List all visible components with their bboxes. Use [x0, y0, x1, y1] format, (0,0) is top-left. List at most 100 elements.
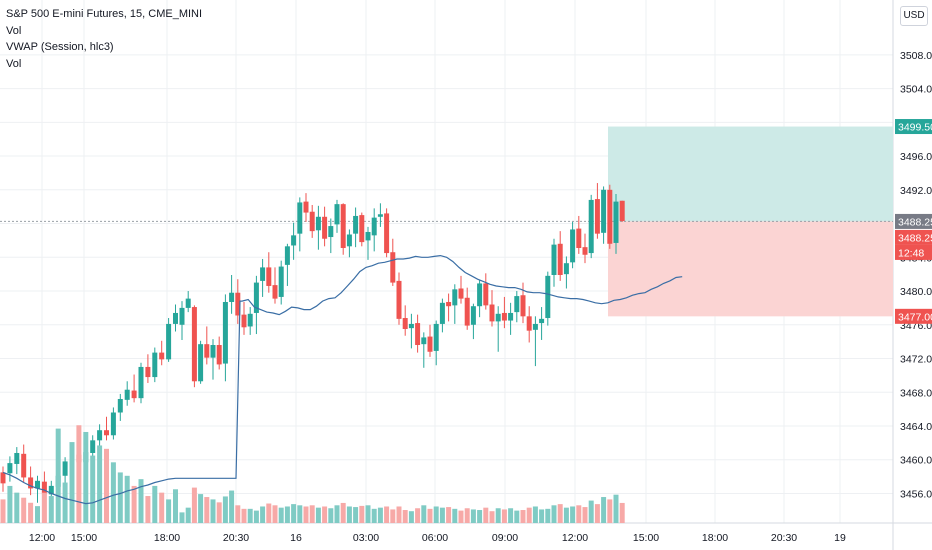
volume-bar [371, 508, 377, 523]
volume-bar [191, 487, 197, 523]
currency-button[interactable]: USD [900, 6, 928, 26]
volume-bar [483, 507, 489, 523]
candle-body [377, 214, 383, 217]
volume-bar [124, 475, 130, 523]
candle-body [185, 298, 191, 308]
candle-body [508, 312, 514, 321]
time-tick-label: 12:00 [562, 532, 588, 544]
candle-body [179, 307, 185, 325]
volume-bar [439, 507, 445, 523]
legend-vwap[interactable]: VWAP (Session, hlc3) [6, 41, 114, 53]
candle-body [483, 283, 489, 306]
volume-bar [539, 509, 545, 523]
volume-bar [291, 504, 297, 523]
volume-bar [173, 489, 178, 523]
volume-bar [216, 502, 222, 523]
volume-bar [508, 508, 514, 523]
time-tick-label: 09:00 [492, 532, 518, 544]
volume-bar [452, 508, 458, 523]
volume-bar [210, 499, 216, 523]
candle-body [145, 366, 151, 378]
volume-bar [253, 510, 259, 523]
candle-body [526, 316, 532, 331]
volume-bar [464, 508, 470, 523]
volume-bar [284, 506, 290, 523]
candle-body [601, 189, 607, 233]
volume-bar [501, 509, 507, 523]
target-zone [608, 126, 893, 222]
price-tick-label: 3504.00 [900, 84, 932, 96]
volume-bar [14, 492, 20, 523]
candle-body [152, 352, 158, 378]
volume-bar [41, 492, 47, 523]
volume-bar [145, 496, 151, 523]
volume-bar [185, 507, 191, 523]
volume-bar [260, 506, 266, 523]
candle-body [97, 430, 103, 441]
volume-bar [110, 462, 116, 523]
volume-bar [309, 505, 315, 523]
volume-bar [138, 479, 144, 523]
candle-body [365, 231, 371, 241]
volume-bar [204, 497, 210, 523]
volume-bar [433, 506, 439, 523]
volume-bar [365, 505, 371, 523]
candle-body [452, 289, 458, 306]
candle-body [62, 461, 68, 476]
candle-body [110, 412, 116, 436]
price-tag-current [895, 229, 932, 245]
volume-bar [266, 503, 272, 523]
volume-bar [601, 497, 607, 523]
candle-body [557, 243, 563, 275]
candle-body [390, 252, 396, 283]
volume-bar [328, 508, 334, 523]
price-tick-label: 3460.00 [900, 455, 932, 467]
legend-volume[interactable]: Vol [6, 24, 22, 37]
legend-symbol-title[interactable]: S&P 500 E-mini Futures, 15, CME_MINI [6, 8, 203, 20]
candle-body [415, 323, 421, 346]
legend-volume-2[interactable]: Vol [6, 57, 22, 70]
volume-bar [576, 505, 582, 523]
candle-body [297, 202, 303, 234]
volume-bar [563, 507, 569, 523]
price-tag-label-target: 3499.50 [898, 122, 932, 134]
volume-bar [278, 507, 284, 523]
volume-bar [83, 431, 89, 523]
volume-bar [152, 485, 158, 523]
candle-body [247, 313, 253, 327]
price-tick-label: 3492.00 [900, 185, 932, 197]
candle-body [48, 485, 54, 495]
price-tick-label: 3464.00 [900, 421, 932, 433]
candle-body [131, 390, 137, 399]
time-tick-label: 16 [290, 532, 302, 544]
volume-bar [514, 510, 520, 523]
price-tag-stop [895, 308, 932, 324]
volume-bar [247, 508, 253, 523]
candle-body [28, 477, 34, 489]
volume-bar [613, 494, 619, 523]
time-tick-label: 06:00 [422, 532, 448, 544]
price-tick-label: 3472.00 [900, 354, 932, 366]
stop-zone [608, 221, 893, 317]
candle-body [159, 352, 165, 360]
volume-bar [458, 510, 464, 523]
volume-bar [334, 505, 340, 523]
candle-body [340, 204, 346, 249]
candle-body [35, 480, 40, 489]
candle-body [7, 463, 13, 474]
candle-body [328, 226, 334, 238]
volume-bar [520, 510, 526, 523]
candle-body [235, 292, 241, 316]
candle-body [278, 266, 284, 297]
candle-body [464, 297, 470, 326]
volume-bar [322, 506, 328, 523]
volume-bar [489, 511, 495, 523]
volume-bar [35, 506, 40, 523]
price-tag-last [895, 213, 932, 229]
candle-body [359, 215, 365, 243]
volume-bar [470, 509, 476, 523]
volume-bar [76, 425, 82, 523]
volume-bar [588, 500, 594, 523]
